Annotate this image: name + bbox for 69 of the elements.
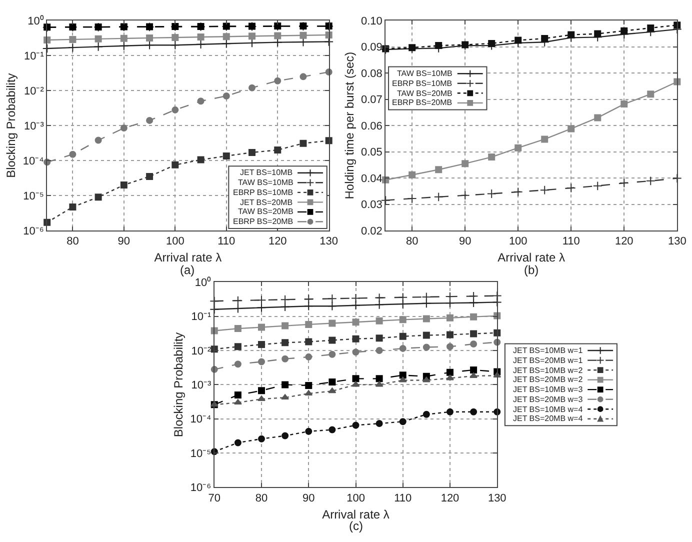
x-tick-label: 70: [208, 492, 221, 504]
x-tick-label: 120: [440, 492, 460, 504]
y-tick-label: 10⁻¹: [191, 311, 212, 324]
y-tick-label: 0.06: [360, 120, 382, 132]
y-tick-label: 0.03: [360, 199, 382, 212]
y-tick-label: 10⁻⁶: [23, 225, 44, 238]
y-tick-label: 10⁰: [194, 276, 212, 290]
y-tick-label: 10⁻⁶: [190, 482, 212, 494]
legend-label: EBRP BS=20MB: [392, 98, 452, 107]
y-axis-title: Holding time per burst (sec): [342, 52, 356, 200]
x-tick-label: 80: [255, 492, 268, 504]
y-tick-label: 0.10: [360, 15, 382, 28]
y-tick-label: 10⁻⁴: [22, 155, 44, 168]
legend-label: JET BS=10MB w=2: [513, 366, 584, 375]
x-tick-label: 90: [458, 236, 472, 248]
legend-label: TAW BS=10MB: [238, 178, 294, 187]
y-tick-label: 10⁻³: [191, 380, 212, 392]
legend-label: JET BS=20MB w=2: [513, 375, 584, 384]
legend-label: JET BS=20MB w=4: [513, 414, 584, 423]
x-tick-label: 100: [346, 492, 365, 504]
legend-label: EBRP BS=20MB: [233, 217, 294, 226]
x-tick-label: 130: [488, 492, 506, 504]
x-tick-label: 110: [394, 492, 412, 504]
x-tick-label: 130: [320, 236, 338, 248]
legend-label: JET BS=10MB w=4: [513, 405, 584, 414]
y-tick-label: 0.05: [360, 146, 382, 159]
legend-label: JET BS=20MB w=3: [513, 395, 584, 404]
y-tick-label: 10⁰: [28, 14, 44, 28]
legend-label: TAW BS=20MB: [397, 89, 452, 98]
y-tick-label: 10⁻²: [24, 85, 44, 98]
x-axis-title: Arrival rate λ: [498, 250, 566, 265]
y-tick-label: 10⁻²: [191, 345, 212, 358]
y-tick-label: 0.04: [360, 172, 382, 185]
x-tick-label: 120: [268, 236, 287, 248]
y-tick-label: 0.07: [360, 94, 382, 106]
x-tick-label: 90: [302, 492, 315, 504]
legend-label: JET BS=10MB: [240, 168, 293, 177]
legend-label: EBRP BS=10MB: [392, 79, 452, 88]
x-tick-label: 90: [118, 236, 130, 248]
x-tick-label: 100: [508, 236, 528, 248]
legend-label: JET BS=10MB w=1: [513, 346, 584, 355]
y-tick-label: 10⁻¹: [24, 50, 44, 62]
y-axis-title: Blocking Probability: [4, 73, 18, 178]
y-tick-label: 0.08: [360, 68, 382, 80]
x-tick-label: 120: [614, 236, 634, 248]
y-tick-label: 10⁻³: [24, 120, 44, 132]
legend-label: JET BS=10MB w=3: [513, 385, 584, 394]
x-tick-label: 100: [166, 236, 184, 248]
legend-label: TAW BS=10MB: [397, 69, 452, 78]
legend-label: JET BS=20MB: [240, 198, 293, 207]
text: (c): [349, 519, 363, 533]
x-tick-label: 110: [562, 236, 580, 248]
y-tick-label: 10⁻⁴: [190, 414, 212, 426]
x-tick-label: 110: [218, 236, 236, 248]
x-axis-title: Arrival rate λ: [154, 250, 222, 265]
text: (a): [180, 263, 195, 277]
y-tick-label: 10⁻⁵: [23, 190, 44, 202]
y-tick-label: 0.02: [360, 225, 382, 238]
x-tick-label: 80: [66, 236, 79, 248]
legend-label: EBRP BS=10MB: [233, 188, 294, 197]
legend-label: JET BS=20MB w=1: [513, 356, 584, 365]
y-tick-label: 10⁻⁵: [190, 448, 212, 460]
legend-label: TAW BS=20MB: [238, 207, 294, 216]
x-axis-title: Arrival rate λ: [322, 507, 390, 522]
y-axis-title: Blocking Probability: [172, 332, 186, 438]
y-tick-label: 0.09: [360, 42, 382, 54]
x-tick-label: 80: [406, 236, 418, 248]
x-tick-label: 130: [668, 236, 686, 248]
text: (b): [524, 263, 539, 277]
